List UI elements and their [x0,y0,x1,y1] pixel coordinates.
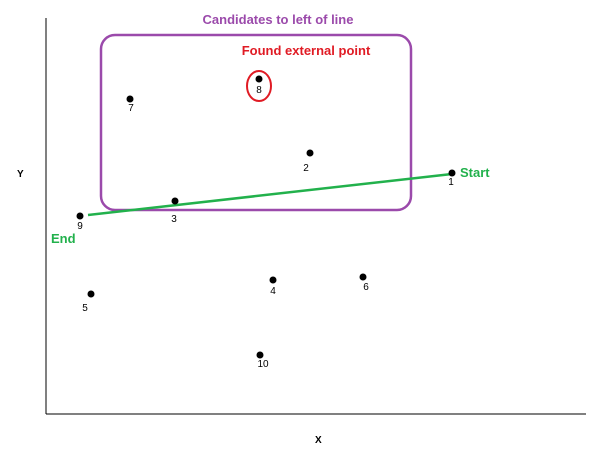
hull-line [87,172,453,217]
found-point-highlight [246,70,272,102]
point-marker [255,75,263,83]
point-label: 1 [448,177,454,188]
point-marker [359,273,367,281]
point-marker [76,212,84,220]
found-point-label: Found external point [242,43,371,58]
start-label: Start [460,165,490,180]
point-marker [256,351,264,359]
point-label: 10 [257,359,269,370]
point-8: 8 [255,75,263,96]
candidates-box-title: Candidates to left of line [203,12,354,27]
point-1: 1 [448,169,456,188]
point-5: 5 [82,290,95,314]
point-label: 4 [270,286,276,297]
point-label: 2 [303,163,309,174]
candidates-box [99,33,413,212]
x-axis-label: X [315,435,322,446]
point-marker [126,95,134,103]
point-marker [87,290,95,298]
point-marker [269,276,277,284]
point-marker [448,169,456,177]
point-marker [171,197,179,205]
point-4: 4 [269,276,277,297]
point-label: 6 [363,282,369,293]
point-9: 9 [76,212,84,232]
point-7: 7 [126,95,134,114]
point-label: 3 [171,214,177,225]
point-marker [306,149,314,157]
y-axis-label: Y [17,169,24,180]
point-label: 7 [128,103,134,114]
point-label: 5 [82,303,88,314]
point-3: 3 [171,197,179,225]
point-6: 6 [359,273,369,293]
end-label: End [51,231,76,246]
point-2: 2 [303,149,314,174]
point-10: 10 [256,351,269,370]
point-label: 8 [256,85,262,96]
point-label: 9 [77,221,83,232]
